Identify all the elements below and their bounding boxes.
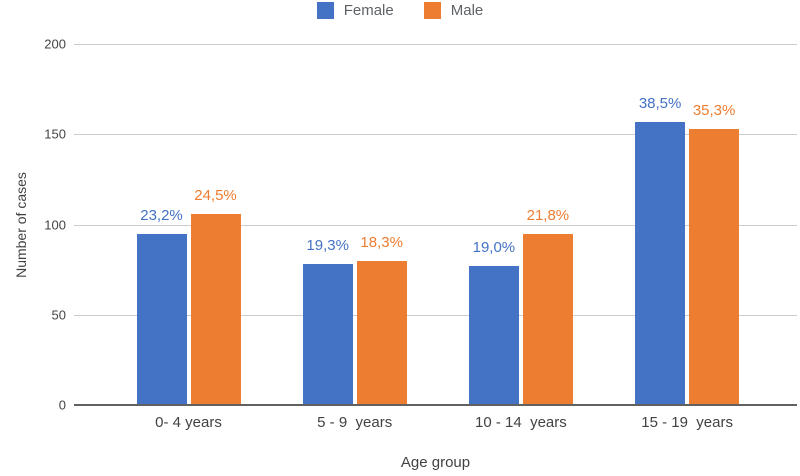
value-label-female: 23,2%: [140, 206, 183, 224]
x-category-label: 15 - 19 years: [641, 414, 733, 431]
y-tick-label: 100: [44, 217, 66, 232]
value-label-female: 19,0%: [472, 239, 516, 257]
legend-swatch-icon: [423, 2, 441, 19]
x-axis-title: Age group: [400, 454, 471, 471]
value-label-female: 19,3%: [306, 237, 349, 255]
y-tick-label: 0: [58, 397, 66, 413]
y-tick-label: 50: [51, 307, 66, 323]
x-category-label: 5 - 9 years: [317, 414, 393, 431]
legend-label: Male: [450, 2, 484, 19]
value-label-male: 18,3%: [360, 233, 403, 251]
y-tick-label: 150: [44, 126, 66, 142]
plot-area: 23,2% 24,5% 19,3% 18,3% 19,0% 21,8% 38,5% 35,3%: [74, 44, 797, 406]
legend-item-male: Male: [423, 2, 484, 19]
bar-male: [689, 128, 740, 405]
bar-female: [635, 121, 686, 405]
bar-male: [356, 260, 407, 405]
legend-item-female: Female: [316, 2, 394, 19]
gridline: [74, 44, 797, 45]
x-axis-line: [74, 404, 797, 406]
gridline: [74, 134, 797, 136]
bar-female: [136, 233, 187, 405]
value-label-male: 21,8%: [526, 206, 570, 224]
bar-male: [190, 213, 241, 405]
bar-male: [522, 233, 573, 405]
bar-female: [302, 264, 353, 405]
value-label-male: 35,3%: [692, 101, 736, 119]
x-category-label: 10 - 14 years: [475, 414, 567, 431]
gridline: [74, 224, 797, 226]
y-tick-label: 200: [44, 36, 66, 52]
legend-swatch-icon: [316, 2, 334, 19]
x-axis-category-labels: 0- 4 years 5 - 9 years 10 - 14 years 15 - 1…: [74, 414, 797, 434]
legend-label: Female: [343, 2, 394, 19]
y-axis-tick-labels: 0 50 100 150 200: [0, 0, 66, 476]
chart-legend: Female Male: [0, 2, 800, 19]
value-label-female: 38,5%: [638, 94, 682, 112]
gridline: [74, 314, 797, 316]
x-category-label: 0- 4 years: [155, 414, 222, 431]
bar-female: [468, 266, 519, 405]
value-label-male: 24,5%: [194, 186, 237, 204]
